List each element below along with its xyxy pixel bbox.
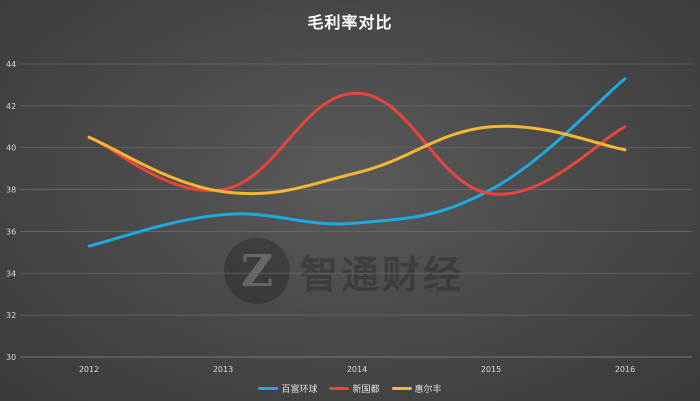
y-tick-label: 34 — [6, 269, 16, 278]
y-tick-label: 42 — [6, 102, 16, 111]
legend-item: 惠尔丰 — [391, 382, 442, 395]
series-line-1 — [87, 91, 627, 196]
y-tick-label: 36 — [6, 227, 16, 236]
watermark-logo-icon: Z — [224, 238, 290, 304]
x-tick-label: 2015 — [481, 365, 501, 374]
series-line-2 — [87, 124, 627, 196]
series-line-0 — [87, 77, 627, 248]
legend-swatch-icon — [329, 387, 350, 390]
x-tick-label: 2012 — [79, 365, 99, 374]
legend-label: 惠尔丰 — [414, 385, 442, 395]
legend-label: 新国都 — [352, 385, 380, 395]
legend-label: 百富环球 — [281, 385, 318, 395]
legend-item: 新国都 — [329, 382, 380, 395]
x-tick-label: 2016 — [615, 365, 635, 374]
watermark-text: 智通财经 — [300, 252, 465, 297]
y-tick-label: 30 — [6, 353, 16, 362]
legend-swatch-icon — [258, 387, 279, 390]
chart-title: 毛利率对比 — [307, 13, 393, 32]
y-tick-label: 38 — [6, 186, 16, 195]
x-tick-label: 2013 — [213, 365, 233, 374]
y-tick-label: 44 — [6, 60, 16, 69]
y-tick-label: 32 — [6, 311, 16, 320]
chart-legend: 百富环球 新国都 惠尔丰 — [0, 382, 700, 395]
legend-swatch-icon — [391, 387, 412, 390]
x-tick-label: 2014 — [347, 365, 367, 374]
y-tick-label: 40 — [6, 144, 16, 153]
legend-item: 百富环球 — [258, 382, 317, 395]
watermark: Z 智通财经 — [224, 238, 464, 304]
